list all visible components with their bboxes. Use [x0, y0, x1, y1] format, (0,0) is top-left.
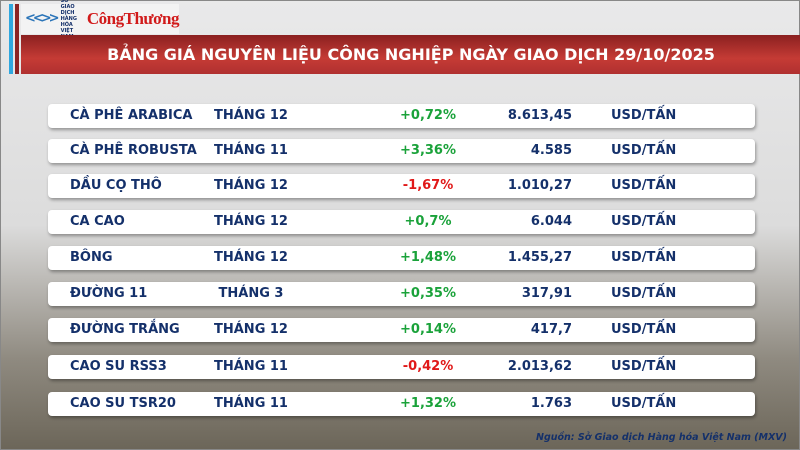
contract-month: THÁNG 11	[214, 359, 288, 374]
table-row: CAO SU RSS3 THÁNG 11 -0,42% 2.013,62 USD…	[48, 355, 755, 379]
accent-bar-blue	[9, 4, 13, 74]
table-row: ĐƯỜNG TRẮNG THÁNG 12 +0,14% 417,7 USD/TẤ…	[48, 318, 755, 342]
price-unit: USD/TẤN	[611, 250, 677, 265]
table-row: ĐƯỜNG 11 THÁNG 3 +0,35% 317,91 USD/TẤN	[48, 282, 755, 306]
price-value: 4.585	[530, 143, 572, 158]
commodity-name: DẦU CỌ THÔ	[70, 178, 162, 193]
commodity-name: CAO SU TSR20	[70, 396, 176, 411]
price-unit: USD/TẤN	[611, 108, 677, 123]
commodity-name: ĐƯỜNG 11	[70, 286, 148, 301]
price-change: +0,14%	[400, 322, 456, 337]
commodity-name: ĐƯỜNG TRẮNG	[70, 322, 180, 337]
price-unit: USD/TẤN	[611, 359, 677, 374]
contract-month: THÁNG 12	[214, 214, 288, 229]
commodity-name: BÔNG	[70, 250, 113, 265]
commodity-name: CA CAO	[70, 214, 125, 229]
price-change: +1,48%	[400, 250, 456, 265]
commodity-name: CAO SU RSS3	[70, 359, 167, 374]
commodity-name: CÀ PHÊ ROBUSTA	[70, 143, 197, 158]
price-value: 1.763	[530, 396, 572, 411]
table-row: CAO SU TSR20 THÁNG 11 +1,32% 1.763 USD/T…	[48, 392, 755, 416]
contract-month: THÁNG 12	[214, 178, 288, 193]
price-change: +0,72%	[400, 108, 456, 123]
price-value: 1.455,27	[507, 250, 572, 265]
price-change: +1,32%	[400, 396, 456, 411]
page-title: BẢNG GIÁ NGUYÊN LIỆU CÔNG NGHIỆP NGÀY GI…	[107, 45, 715, 64]
table-row: DẦU CỌ THÔ THÁNG 12 -1,67% 1.010,27 USD/…	[48, 174, 755, 198]
table-row: CÀ PHÊ ARABICA THÁNG 12 +0,72% 8.613,45 …	[48, 104, 755, 128]
price-value: 8.613,45	[507, 108, 572, 123]
price-change: -0,42%	[402, 359, 454, 374]
price-value: 317,91	[521, 286, 572, 301]
contract-month: THÁNG 12	[214, 108, 288, 123]
logo-area: <<>> SỞ GIAO DỊCH HÀNG HÓA VIỆT NAM Công…	[21, 0, 180, 40]
price-unit: USD/TẤN	[611, 214, 677, 229]
title-bar: BẢNG GIÁ NGUYÊN LIỆU CÔNG NGHIỆP NGÀY GI…	[21, 35, 800, 74]
contract-month: THÁNG 3	[218, 286, 284, 301]
price-value: 2.013,62	[507, 359, 572, 374]
price-value: 417,7	[530, 322, 572, 337]
mxv-logo-text: SỞ GIAO DỊCH HÀNG HÓA VIỆT NAM	[60, 0, 77, 40]
accent-bar-red	[15, 4, 19, 74]
source-note: Nguồn: Sở Giao dịch Hàng hóa Việt Nam (M…	[536, 432, 787, 443]
congthuong-logo: CôngThương	[86, 9, 180, 28]
contract-month: THÁNG 11	[214, 396, 288, 411]
price-unit: USD/TẤN	[611, 396, 677, 411]
table-row: BÔNG THÁNG 12 +1,48% 1.455,27 USD/TẤN	[48, 246, 755, 270]
commodity-name: CÀ PHÊ ARABICA	[70, 108, 193, 123]
price-change: +3,36%	[400, 143, 456, 158]
price-unit: USD/TẤN	[611, 178, 677, 193]
price-change: +0,7%	[404, 214, 452, 229]
price-unit: USD/TẤN	[611, 322, 677, 337]
price-change: -1,67%	[402, 178, 454, 193]
table-row: CA CAO THÁNG 12 +0,7% 6.044 USD/TẤN	[48, 210, 755, 234]
contract-month: THÁNG 11	[214, 143, 288, 158]
mxv-logo-icon: <<>>	[25, 11, 60, 26]
price-change: +0,35%	[400, 286, 456, 301]
contract-month: THÁNG 12	[214, 250, 288, 265]
price-unit: USD/TẤN	[611, 286, 677, 301]
table-row: CÀ PHÊ ROBUSTA THÁNG 11 +3,36% 4.585 USD…	[48, 139, 755, 163]
price-value: 1.010,27	[507, 178, 572, 193]
contract-month: THÁNG 12	[214, 322, 288, 337]
price-value: 6.044	[530, 214, 572, 229]
price-unit: USD/TẤN	[611, 143, 677, 158]
